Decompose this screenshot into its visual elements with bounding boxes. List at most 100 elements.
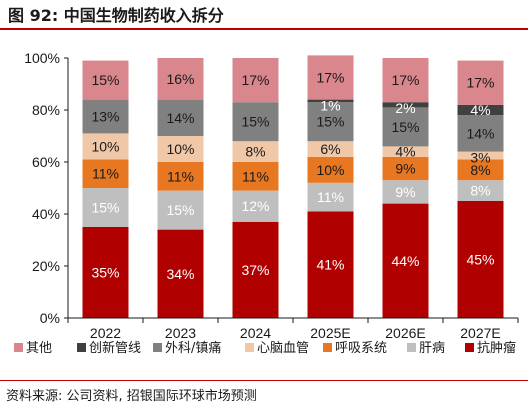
bar-data-label: 17% — [316, 70, 344, 86]
bar-data-label: 37% — [241, 262, 269, 278]
x-tick-label: 2026E — [385, 325, 425, 341]
chart-title: 图 92: 中国生物制药收入拆分 — [8, 6, 224, 25]
x-axis: 2022 2023 2024 2025E 2026E 2027E — [67, 318, 519, 341]
bar-data-label: 17% — [466, 75, 494, 91]
legend-label: 其他 — [26, 341, 52, 356]
bar-data-label: 10% — [166, 141, 194, 157]
bar-segment — [382, 203, 429, 318]
bar-data-label: 34% — [166, 266, 194, 282]
bar-segment — [457, 60, 504, 105]
bar-data-label: 15% — [166, 202, 194, 218]
bar-segment — [157, 136, 204, 162]
bar-segment — [382, 107, 429, 147]
x-tick-label: 2025E — [310, 325, 350, 341]
bar-data-label: 17% — [241, 72, 269, 88]
bar-segment — [82, 99, 129, 134]
legend-label: 呼吸系统 — [335, 341, 387, 356]
bar-segment — [157, 99, 204, 136]
bar-data-label: 8% — [245, 144, 265, 160]
bar-segment — [82, 159, 129, 188]
bar-data-label: 2% — [395, 100, 415, 116]
bar-data-label: 10% — [91, 138, 119, 154]
bar-segment — [457, 180, 504, 201]
bar-data-label: 6% — [320, 141, 340, 157]
bar-segment — [382, 180, 429, 204]
bar-data-label: 15% — [91, 72, 119, 88]
x-tick-label: 2024 — [240, 325, 271, 341]
x-tick-label: 2023 — [165, 325, 196, 341]
bar-segment — [307, 141, 354, 157]
legend-label: 抗肿瘤 — [477, 340, 516, 356]
bar-data-label: 10% — [316, 162, 344, 178]
bar-segment — [307, 55, 354, 100]
bar-segment — [457, 115, 504, 152]
y-tick-label: 0% — [40, 310, 60, 326]
bar-segment — [382, 156, 429, 181]
bar-segment — [307, 211, 354, 318]
legend-swatch — [323, 343, 332, 352]
bar-data-label: 3% — [470, 150, 490, 166]
bar-segment — [457, 159, 504, 181]
bar-segment — [382, 146, 429, 157]
y-tick-label: 40% — [32, 206, 60, 222]
legend-swatch — [77, 343, 86, 352]
bar-data-label: 15% — [391, 119, 419, 135]
bar-segment — [157, 229, 204, 318]
bar-data-label: 15% — [241, 114, 269, 130]
bar-segment — [307, 102, 354, 142]
bar-data-label: 41% — [316, 257, 344, 273]
legend-swatch — [245, 343, 254, 352]
bar-segment — [157, 190, 204, 230]
bar-segment — [232, 221, 279, 318]
bar-data-label: 44% — [391, 253, 419, 269]
title-rule — [0, 28, 528, 30]
x-tick-label: 2027E — [460, 325, 500, 341]
bar-segment — [82, 133, 129, 160]
bar-data-label: 11% — [92, 166, 119, 182]
bar-segment — [307, 156, 354, 183]
bar-data-label: 11% — [317, 189, 344, 205]
bar-data-label: 8% — [470, 183, 490, 199]
legend-label: 肝病 — [419, 341, 445, 356]
bar-data-label: 11% — [167, 168, 194, 184]
y-axis: 0% 20% 40% 60% 80% 100% — [24, 50, 68, 326]
y-tick-label: 20% — [32, 258, 60, 274]
bar-data-label: 45% — [466, 252, 494, 268]
bar-segment — [307, 182, 354, 212]
x-tick-label: 2022 — [90, 325, 121, 341]
bar-segment — [232, 102, 279, 142]
legend-label: 外科/镇痛 — [165, 340, 221, 356]
bar-segment — [382, 102, 429, 108]
bar-segment — [457, 104, 504, 116]
bar-data-label: 15% — [316, 114, 344, 130]
bar-segment — [82, 60, 129, 100]
bar-data-label: 4% — [395, 144, 415, 160]
legend-swatch — [14, 343, 23, 352]
bar-data-label: 15% — [91, 200, 119, 216]
legend-label: 创新管线 — [89, 340, 141, 356]
legend-swatch — [407, 343, 416, 352]
bar-segment — [382, 58, 429, 103]
bar-data-label: 9% — [395, 184, 415, 200]
bar-data-label: 12% — [241, 198, 269, 214]
legend-swatch — [153, 343, 162, 352]
bar-segment — [457, 151, 504, 160]
legend-swatch — [465, 343, 474, 352]
bar-data-label: 17% — [391, 72, 419, 88]
bar-data-label: 13% — [91, 109, 119, 125]
bar-data-label: 11% — [242, 168, 269, 184]
bar-data-label: 4% — [470, 102, 490, 118]
bar-segment — [82, 188, 129, 227]
bar-segment — [82, 227, 129, 318]
bar-segment — [457, 201, 504, 318]
bar-segment — [232, 190, 279, 222]
bar-data-label: 14% — [166, 110, 194, 126]
bar-segment — [307, 99, 354, 103]
bars: 35% 15% 11% 10% 13% 15% 34% 15% 11% 10% 14% 16% 37% 1… — [82, 55, 504, 318]
y-tick-label: 60% — [32, 154, 60, 170]
source-note: 资料来源: 公司资料, 招银国际环球市场预测 — [6, 389, 257, 404]
bar-data-label: 14% — [466, 125, 494, 141]
bar-data-label: 16% — [166, 71, 194, 87]
legend-label: 心脑血管 — [257, 341, 309, 356]
